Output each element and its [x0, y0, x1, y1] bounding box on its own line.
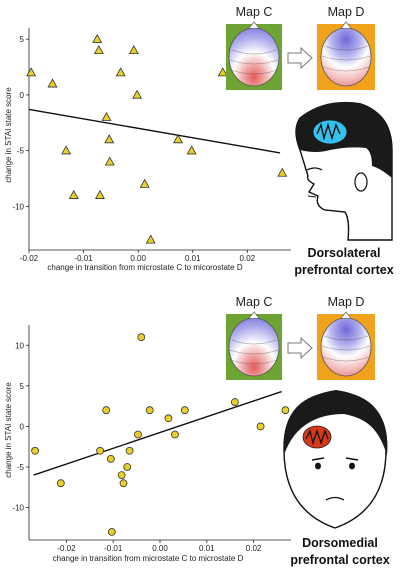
data-point [132, 89, 143, 99]
data-point [180, 406, 189, 415]
data-point [56, 479, 65, 488]
map-d-topography [317, 311, 375, 380]
x-tick-label: 0.00 [152, 544, 168, 553]
y-tick-label: -5 [17, 463, 25, 472]
panel-dorsolateral: -0.02 -0.01 0.00 0.01 0.02 5 0 -5 -10 change in … [4, 5, 394, 277]
x-tick-label: -0.01 [74, 254, 93, 263]
head-front-illustration [283, 390, 388, 529]
data-point [164, 414, 173, 423]
data-point [173, 134, 183, 144]
x-tick-label: 0.01 [199, 544, 215, 553]
arrow-right-icon [287, 336, 313, 360]
data-point [26, 67, 37, 77]
map-c-label: Map C [236, 295, 273, 309]
y-tick-label: 10 [15, 341, 24, 350]
map-c-topography [226, 21, 282, 90]
region-label-line2: prefrontal cortex [290, 553, 389, 567]
x-tick-label: 0.02 [240, 254, 256, 263]
data-point [96, 446, 105, 455]
data-point [92, 33, 103, 43]
y-tick-label: -10 [12, 504, 24, 513]
y-tick-label: 5 [20, 382, 25, 391]
plot-axes: -0.02 -0.01 0.00 0.01 0.02 10 5 0 -5 -10 [12, 325, 291, 553]
data-point [125, 446, 134, 455]
data-point [104, 156, 115, 166]
data-point [94, 189, 105, 199]
data-point [31, 446, 39, 455]
x-tick-label: -0.02 [20, 254, 39, 263]
data-point [277, 167, 288, 177]
data-point [139, 178, 150, 188]
data-point [102, 406, 111, 415]
x-tick-label: 0.02 [246, 544, 262, 553]
head-profile-illustration [295, 101, 393, 241]
plot-marks [31, 333, 290, 536]
data-point [137, 333, 146, 342]
map-d-label: Map D [328, 295, 365, 309]
y-tick-label: -10 [12, 202, 24, 211]
data-point [119, 479, 128, 488]
data-point [217, 67, 228, 77]
region-label-line1: Dorsomedial [302, 536, 378, 550]
x-tick-label: -0.02 [57, 544, 76, 553]
data-point [281, 406, 290, 415]
data-point [107, 527, 116, 536]
x-axis-label: change in transition from microstate C t… [53, 554, 244, 563]
data-point [145, 234, 156, 244]
regression-line [28, 108, 281, 154]
map-c-label: Map C [236, 5, 273, 19]
data-point [117, 471, 126, 479]
map-d-label: Map D [328, 5, 365, 19]
x-tick-label: -0.01 [104, 544, 123, 553]
data-point [128, 44, 139, 54]
x-axis-label: change in transition from microstate C t… [47, 263, 242, 272]
y-tick-label: 0 [20, 91, 25, 100]
y-axis-label: change in STAI state score [4, 87, 13, 183]
arrow-right-icon [287, 46, 313, 70]
y-tick-label: 0 [20, 422, 25, 431]
x-tick-label: 0.00 [130, 254, 146, 263]
plot-axes: -0.02 -0.01 0.00 0.01 0.02 5 0 -5 -10 [12, 28, 291, 263]
data-point [134, 430, 142, 439]
data-point [93, 44, 104, 54]
y-tick-label: 5 [20, 35, 25, 44]
data-point [171, 430, 179, 439]
y-tick-label: -5 [17, 147, 25, 156]
data-point [256, 422, 265, 431]
data-point [106, 454, 115, 463]
map-d-topography [317, 21, 375, 90]
region-label-line1: Dorsolateral [308, 246, 381, 260]
data-point [145, 406, 154, 415]
data-point [47, 78, 58, 88]
regression-line [33, 390, 282, 476]
plot-marks [26, 33, 288, 244]
region-label-line2: prefrontal cortex [294, 263, 393, 277]
data-point [115, 67, 126, 77]
data-point [230, 398, 239, 406]
x-tick-label: 0.01 [185, 254, 201, 263]
data-point [123, 463, 132, 471]
data-point [61, 145, 72, 155]
data-point [104, 134, 115, 144]
map-c-topography [226, 311, 282, 380]
y-axis-label: change in STAI state score [4, 382, 13, 478]
data-point [68, 189, 79, 199]
panel-dorsomedial: -0.02 -0.01 0.00 0.01 0.02 10 5 0 -5 -10 change i… [4, 295, 390, 567]
data-point [101, 111, 112, 121]
data-point [186, 145, 197, 155]
